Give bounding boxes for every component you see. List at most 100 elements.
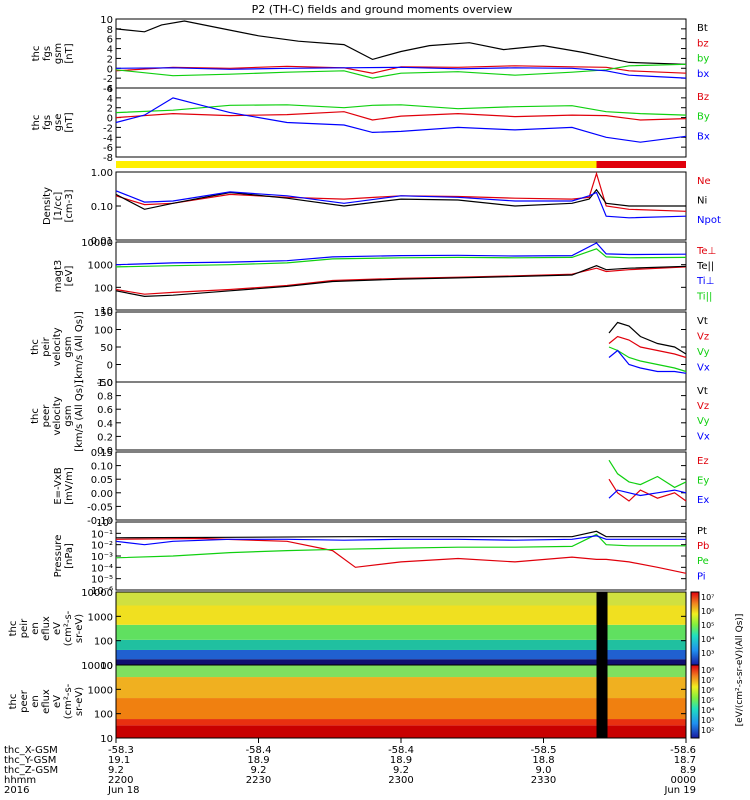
panel-frame	[115, 171, 687, 241]
legend-label: Ex	[697, 495, 709, 506]
y-tick-label: -6	[103, 143, 113, 154]
y-axis-label: E=-VxB[mV/m]	[53, 467, 75, 505]
y-axis-label-line: peer	[19, 689, 30, 713]
panel-frame	[115, 18, 687, 89]
y-axis-label-line: fgs	[42, 115, 53, 130]
legend-label: Pi	[697, 571, 706, 582]
panel-temperature: 10000 1000 100 10 magt3[eV] Te⊥ Te|| Ti⊥ Ti||	[53, 238, 716, 317]
y-axis-label-line: eflux	[41, 689, 52, 714]
y-axis-label-line: (cm²-s-	[63, 683, 74, 719]
x-tick-label: 2330	[531, 775, 556, 786]
y-tick-label: 1000	[88, 685, 113, 696]
y-axis-label-line: eV	[52, 622, 63, 635]
y-axis-label-line: [cm-3]	[64, 189, 75, 222]
y-tick-label: 100	[94, 283, 113, 294]
panel-peer_velocity: 1.0 0.8 0.6 0.4 0.2 0.0 thcpeervelocitygsm[km/…	[30, 378, 710, 457]
plot-title: P2 (TH-C) fields and ground moments over…	[252, 3, 513, 16]
y-tick-label: 10⁻⁶	[91, 586, 113, 597]
series-line-fgs_gse	[115, 97, 687, 143]
y-tick-label: 10⁻⁴	[91, 563, 113, 574]
panel-efield: 0.15 0.10 0.05 0.00 -0.05 -0.10 E=-VxB[mV/m] Ez…	[53, 448, 709, 527]
y-tick-label: 0.00	[91, 489, 113, 500]
y-axis-label-line: en	[30, 622, 41, 635]
y-axis-label-line: peer	[41, 404, 52, 428]
legend-label: Vt	[697, 386, 708, 397]
panel-peir_spectrogram: 10000 1000 100 10 thcpeirenefluxeV(cm²-s-sr-…	[8, 588, 687, 672]
y-axis-label-line: thc	[30, 339, 41, 355]
spectrogram-band	[116, 639, 686, 650]
spectrogram-band	[116, 677, 686, 699]
y-axis-label-line: [1/cc]	[53, 192, 64, 221]
y-tick-label: 0	[107, 114, 113, 125]
y-tick-label: 10	[100, 661, 113, 672]
y-tick-label: -0.05	[87, 502, 113, 513]
y-axis-label: thcfgsgsm[nT]	[31, 43, 75, 64]
panel-peer_spectrogram: 10000 1000 100 10 thcpeerenefluxeV(cm²-s-sr-…	[8, 661, 687, 745]
y-axis-label-line: (cm²-s-	[63, 610, 74, 646]
series-line-efield	[608, 478, 687, 502]
y-tick-label: 10⁻¹	[91, 529, 113, 540]
y-tick-label: 1000	[88, 261, 113, 272]
x-tick-label: 19.1	[108, 755, 130, 766]
spectrogram-gap	[596, 592, 608, 665]
panel-frame	[115, 451, 687, 521]
x-row-label: thc_X-GSM	[4, 745, 58, 756]
y-tick-label: 0.8	[97, 392, 113, 403]
colorbar-peer	[690, 664, 700, 739]
y-tick-label: 4	[107, 45, 113, 56]
y-axis-label-line: Density	[42, 187, 53, 225]
colorbar-tick: 10⁵	[701, 621, 714, 630]
y-axis-label-line: thc	[8, 621, 19, 637]
legend-label: Pt	[697, 526, 707, 537]
panel-frame	[115, 521, 687, 591]
colorbar-tick: 10³	[701, 649, 714, 658]
y-tick-label: 0.01	[91, 236, 113, 247]
x-tick-label: Jun 19	[663, 785, 696, 796]
y-tick-label: 1.0	[97, 378, 113, 389]
colorbar-tick: 10⁶	[701, 686, 714, 695]
x-tick-label: 2300	[388, 775, 413, 786]
y-axis-label: Pressure[nPa]	[53, 535, 75, 578]
y-axis-label: magt3[eV]	[53, 260, 75, 293]
y-axis-label-line: eflux	[41, 616, 52, 641]
y-axis-label-line: gsm	[53, 43, 64, 64]
series-line-pressure	[115, 533, 686, 559]
colorbar-label: [eV/(cm²-s-sr-eV)(All Qs)]	[735, 614, 745, 727]
legend-label: Bx	[697, 131, 710, 142]
y-tick-label: 0.05	[91, 475, 113, 486]
y-tick-label: 6	[107, 84, 113, 95]
y-tick-label: -2	[103, 74, 113, 85]
y-axis-label-line: [nT]	[64, 112, 75, 132]
y-tick-label: 0.2	[97, 432, 113, 443]
y-axis-label-line: velocity	[52, 327, 63, 366]
x-tick-label: -58.3	[108, 745, 134, 756]
y-axis-label-line: velocity	[52, 396, 63, 435]
panel-density: 1.00 0.10 0.01 Density[1/cc][cm-3] Ne Ni Npot	[42, 168, 721, 247]
legend-label: Te⊥	[696, 246, 716, 257]
y-tick-label: 6	[107, 35, 113, 46]
y-tick-label: 10000	[81, 588, 113, 599]
y-axis-label-line: peir	[41, 336, 52, 356]
series-line-pressure	[115, 530, 686, 539]
y-axis-label-line: gse	[53, 114, 64, 132]
legend-label: Te||	[696, 261, 714, 272]
y-tick-label: 2	[107, 104, 113, 115]
y-tick-label: -4	[103, 133, 113, 144]
y-tick-label: 10000	[81, 661, 113, 672]
x-tick-label: 18.9	[390, 755, 412, 766]
colorbar-tick: 10⁴	[701, 706, 714, 715]
colorbar-peir	[690, 591, 700, 666]
x-tick-label: 9.2	[393, 765, 409, 776]
y-axis-label: thcpeervelocitygsm[km/s (All Qs)]	[30, 380, 85, 452]
series-line-temperature	[115, 248, 687, 268]
x-tick-label: 2230	[246, 775, 271, 786]
legend-label: Vz	[697, 332, 709, 343]
panel-frame	[115, 311, 687, 383]
x-tick-label: 18.7	[674, 755, 696, 766]
legend-label: Npot	[697, 215, 721, 226]
colorbar-tick: 10²	[701, 726, 714, 735]
series-line-density	[115, 188, 686, 210]
panel-frame	[115, 87, 687, 158]
colorbar-tick: 10⁷	[701, 676, 714, 685]
